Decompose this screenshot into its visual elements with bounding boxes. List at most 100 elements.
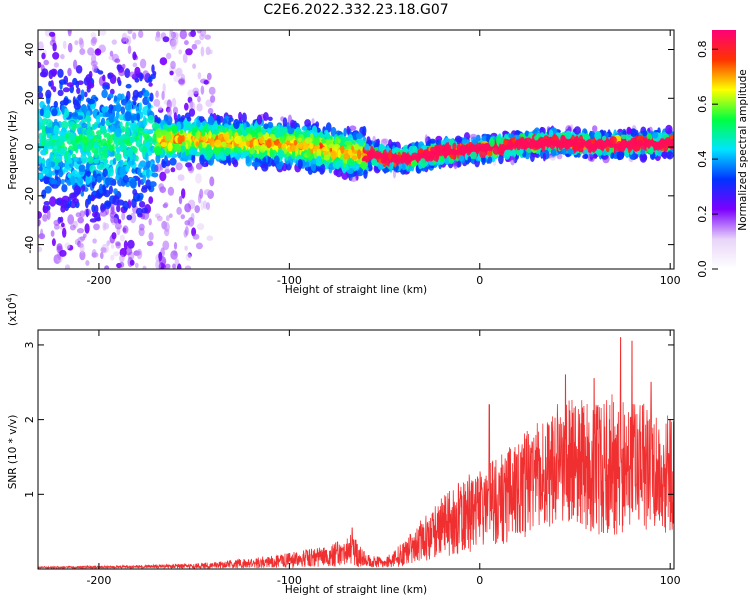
heatmap-cell <box>109 88 115 95</box>
heatmap-cell <box>246 140 250 147</box>
heatmap-cell <box>91 252 99 258</box>
heatmap-cell <box>162 240 170 251</box>
heatmap-cell <box>156 117 161 124</box>
heatmap-cell <box>169 30 174 41</box>
heatmap-cell <box>169 70 174 76</box>
heatmap-cell <box>363 169 368 179</box>
heatmap-cell <box>94 134 102 140</box>
heatmap-cell <box>119 166 127 177</box>
heatmap-cell <box>266 126 272 134</box>
heatmap-cell <box>69 224 76 231</box>
heatmap-cell <box>584 152 588 159</box>
heatmap-cell <box>410 160 418 167</box>
heatmap-cell <box>92 211 98 218</box>
heatmap-cell <box>80 190 85 197</box>
heatmap-cell <box>39 108 44 117</box>
heatmap-cell <box>122 149 128 156</box>
heatmap-cell <box>472 138 478 145</box>
heatmap-cell <box>38 158 42 163</box>
heatmap-cell <box>52 144 60 152</box>
heatmap-cell <box>116 64 121 71</box>
heatmap-cell <box>171 124 178 134</box>
heatmap-cell <box>51 170 56 176</box>
heatmap-cell <box>630 128 637 137</box>
heatmap-cell <box>228 117 234 122</box>
heatmap-cell <box>155 163 162 173</box>
heatmap-cell <box>92 190 97 196</box>
heatmap-cell <box>85 175 91 186</box>
heatmap-cell <box>194 205 200 214</box>
heatmap-cell <box>151 163 157 173</box>
heatmap-cell <box>166 52 172 60</box>
heatmap-cell <box>310 161 316 172</box>
heatmap-cell <box>367 159 372 170</box>
heatmap-cell <box>52 52 60 60</box>
heatmap-cell <box>109 125 116 132</box>
heatmap-cell <box>66 82 75 87</box>
heatmap-cell <box>187 217 195 227</box>
heatmap-cell <box>192 87 200 95</box>
heatmap-cell <box>121 37 126 43</box>
heatmap-cell <box>531 152 539 158</box>
heatmap-cell <box>99 30 107 36</box>
heatmap-cell <box>335 162 340 170</box>
heatmap-cell <box>102 184 106 193</box>
heatmap-cell <box>112 157 117 165</box>
heatmap-cell <box>178 79 185 85</box>
heatmap-cell <box>53 62 60 68</box>
heatmap-cell <box>74 40 79 46</box>
heatmap-cell <box>46 118 53 128</box>
heatmap-cell <box>55 198 62 206</box>
heatmap-cell <box>125 83 132 89</box>
heatmap-cell <box>195 130 201 140</box>
heatmap-cell <box>181 188 186 199</box>
heatmap-cell <box>129 178 137 189</box>
heatmap-cell <box>470 151 477 159</box>
heatmap-cell <box>542 152 547 162</box>
heatmap-cell <box>249 147 256 155</box>
heatmap-cell <box>81 142 85 151</box>
heatmap-cell <box>67 214 75 225</box>
heatmap-cell <box>75 65 83 74</box>
heatmap-cell <box>461 139 468 145</box>
heatmap-cell <box>159 57 168 66</box>
heatmap-cell <box>187 132 192 139</box>
heatmap-cell <box>173 242 178 250</box>
heatmap-cell <box>350 176 357 182</box>
heatmap-cell <box>57 89 64 97</box>
heatmap-cell <box>62 40 67 50</box>
heatmap-cell <box>45 158 52 169</box>
heatmap-cell <box>660 151 667 158</box>
heatmap-cell <box>156 215 163 222</box>
heatmap-cell <box>108 167 114 177</box>
heatmap-cell <box>96 175 102 183</box>
heatmap-cell <box>142 87 146 93</box>
heatmap-cell <box>576 152 581 158</box>
heatmap-cell <box>131 168 136 174</box>
heatmap-cell <box>195 173 202 184</box>
heatmap-cell <box>184 203 192 213</box>
heatmap-cell <box>267 116 273 122</box>
heatmap-cell <box>87 47 95 56</box>
heatmap-cell <box>167 186 175 196</box>
heatmap-cell <box>376 138 380 145</box>
heatmap-cell <box>79 250 86 261</box>
heatmap-cell <box>38 91 44 99</box>
heatmap-cell <box>192 233 200 240</box>
heatmap-cell <box>601 140 609 149</box>
heatmap-cell <box>101 106 108 113</box>
heatmap-cell <box>43 201 50 206</box>
heatmap-cell <box>109 50 114 57</box>
heatmap-cell <box>46 210 51 220</box>
heatmap-cell <box>191 127 198 134</box>
heatmap-cell <box>90 32 97 39</box>
heatmap-cell <box>117 219 122 225</box>
heatmap-cell <box>91 204 96 213</box>
heatmap-cell <box>592 125 598 133</box>
heatmap-cell <box>141 207 149 214</box>
heatmap-cell <box>139 73 144 80</box>
heatmap-cell <box>197 223 205 231</box>
heatmap-cell <box>120 106 126 115</box>
heatmap-cell <box>139 134 143 142</box>
heatmap-cell <box>382 138 389 144</box>
